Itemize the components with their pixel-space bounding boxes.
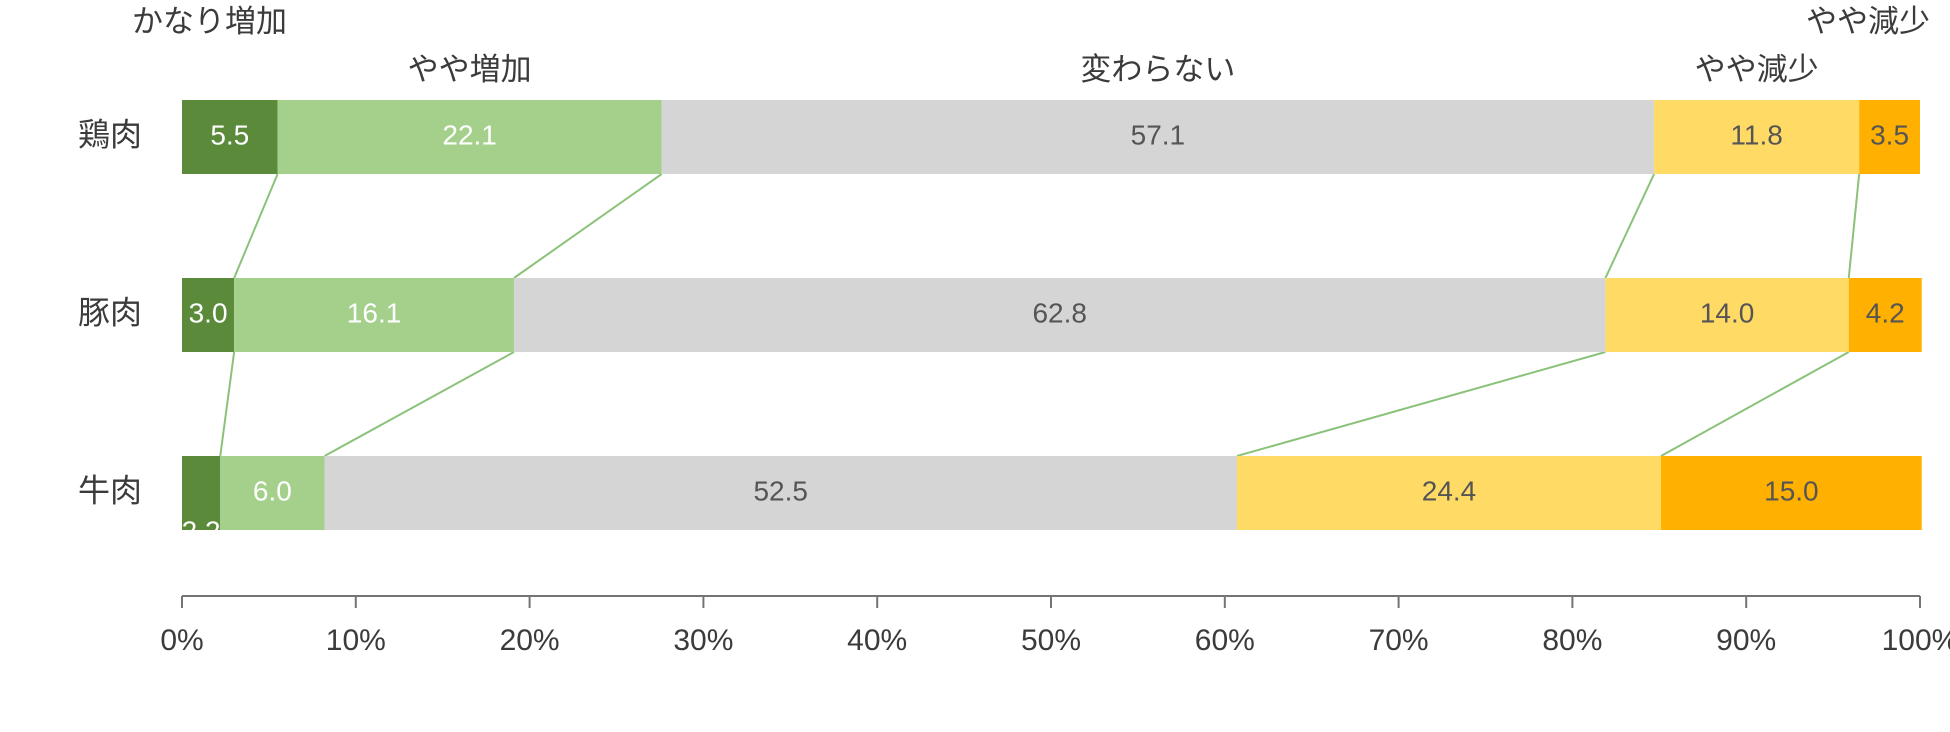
x-tick-label: 80% (1542, 624, 1602, 657)
x-tick-label: 100% (1882, 624, 1950, 657)
series-label: やや減少 (1695, 52, 1819, 87)
series-label-top-right: やや減少 (1806, 4, 1930, 39)
category-label: 牛肉 (78, 472, 142, 508)
category-label: 鶏肉 (78, 116, 142, 152)
bar-value-label: 57.1 (1131, 119, 1186, 150)
bar-value-label: 11.8 (1730, 119, 1782, 150)
x-tick-label: 90% (1716, 624, 1776, 657)
category-label: 豚肉 (78, 294, 142, 330)
x-tick-label: 0% (160, 624, 203, 657)
bar-value-label: 62.8 (1032, 297, 1087, 328)
x-tick-label: 20% (500, 624, 560, 657)
bar-value-label: 3.0 (189, 297, 228, 328)
series-label-top-left: かなり増加 (132, 4, 287, 39)
x-tick-label: 40% (847, 624, 907, 657)
bar-value-label: 6.0 (253, 475, 292, 506)
bar-value-label: 4.2 (1866, 297, 1905, 328)
bar-value-label: 3.5 (1870, 119, 1909, 150)
x-tick-label: 60% (1195, 624, 1255, 657)
stacked-bar-chart: 5.5 22.1 57.1 11.8 3.5 3.0 16.1 62.8 14.0 4.2 2.2 6… (0, 0, 1950, 732)
x-tick-label: 10% (326, 624, 386, 657)
series-label: やや増加 (408, 52, 532, 87)
bar-value-label: 24.4 (1422, 475, 1477, 506)
bar-value-label: 2.2 (182, 515, 221, 546)
bar-value-label: 15.0 (1764, 475, 1819, 506)
x-tick-label: 30% (673, 624, 733, 657)
bar-value-label: 52.5 (753, 475, 808, 506)
bar-value-label: 14.0 (1700, 297, 1755, 328)
chart-svg: 5.5 22.1 57.1 11.8 3.5 3.0 16.1 62.8 14.0 4.2 2.2 6… (0, 0, 1950, 732)
series-label: 変わらない (1080, 52, 1235, 87)
x-tick-label: 50% (1021, 624, 1081, 657)
bar-value-label: 5.5 (210, 119, 249, 150)
x-tick-label: 70% (1369, 624, 1429, 657)
bar-value-label: 22.1 (442, 119, 497, 150)
bar-value-label: 16.1 (347, 297, 402, 328)
